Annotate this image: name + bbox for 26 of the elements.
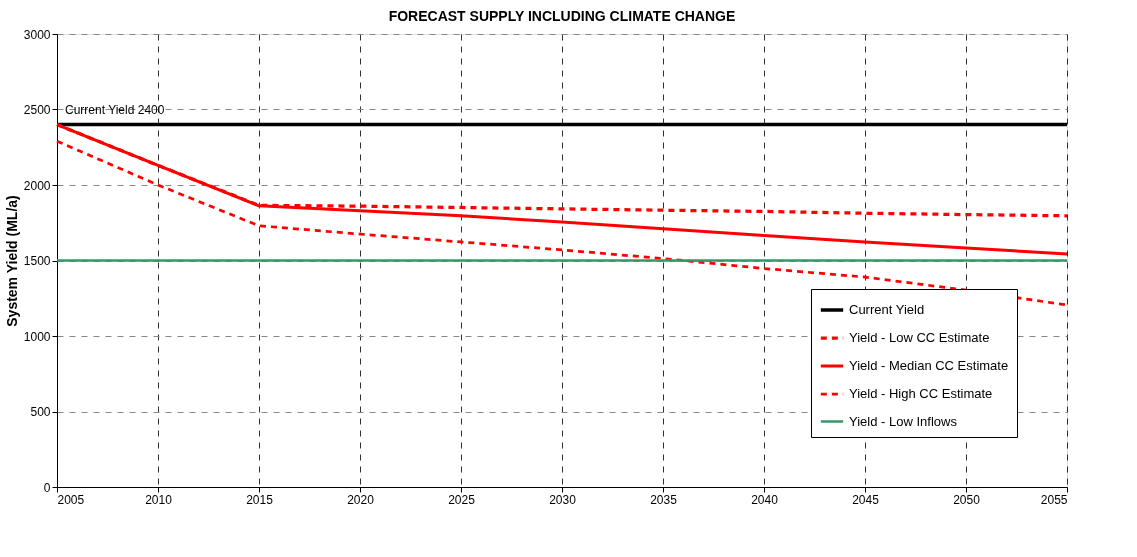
legend-label: Yield - High CC Estimate [849, 386, 993, 401]
legend-label: Yield - Low CC Estimate [849, 330, 990, 345]
y-tick-label: 1000 [23, 329, 51, 344]
x-tick-label: 2005 [57, 492, 85, 507]
y-tick-label: 1500 [23, 254, 51, 268]
x-tick-label: 2030 [549, 492, 577, 507]
x-tick-label: 2010 [145, 492, 173, 507]
y-tick-label: 2000 [23, 178, 51, 193]
x-tick-label: 2055 [1040, 492, 1068, 507]
y-tick-label: 3000 [23, 27, 51, 42]
x-tick-label: 2045 [852, 492, 880, 507]
annotation: Current Yield 2400 [65, 102, 165, 117]
y-tick-label: 0 [43, 480, 51, 495]
x-tick-label: 2050 [953, 492, 981, 507]
legend-label: Yield - Low Inflows [849, 413, 958, 429]
chart-title: FORECAST SUPPLY INCLUDING CLIMATE CHANGE [388, 8, 736, 24]
y-tick-label: 2500 [23, 103, 51, 117]
y-tick-label: 500 [30, 405, 51, 419]
legend-label: Current Yield [849, 302, 925, 317]
legend-label: Yield - Median CC Estimate [849, 358, 1009, 373]
x-tick-label: 2025 [448, 492, 476, 507]
x-tick-label: 2040 [751, 492, 779, 507]
x-tick-label: 2035 [650, 492, 678, 507]
x-tick-label: 2020 [347, 492, 375, 507]
x-tick-label: 2015 [246, 492, 274, 507]
y-axis-title: System Yield (ML/a) [3, 195, 20, 327]
